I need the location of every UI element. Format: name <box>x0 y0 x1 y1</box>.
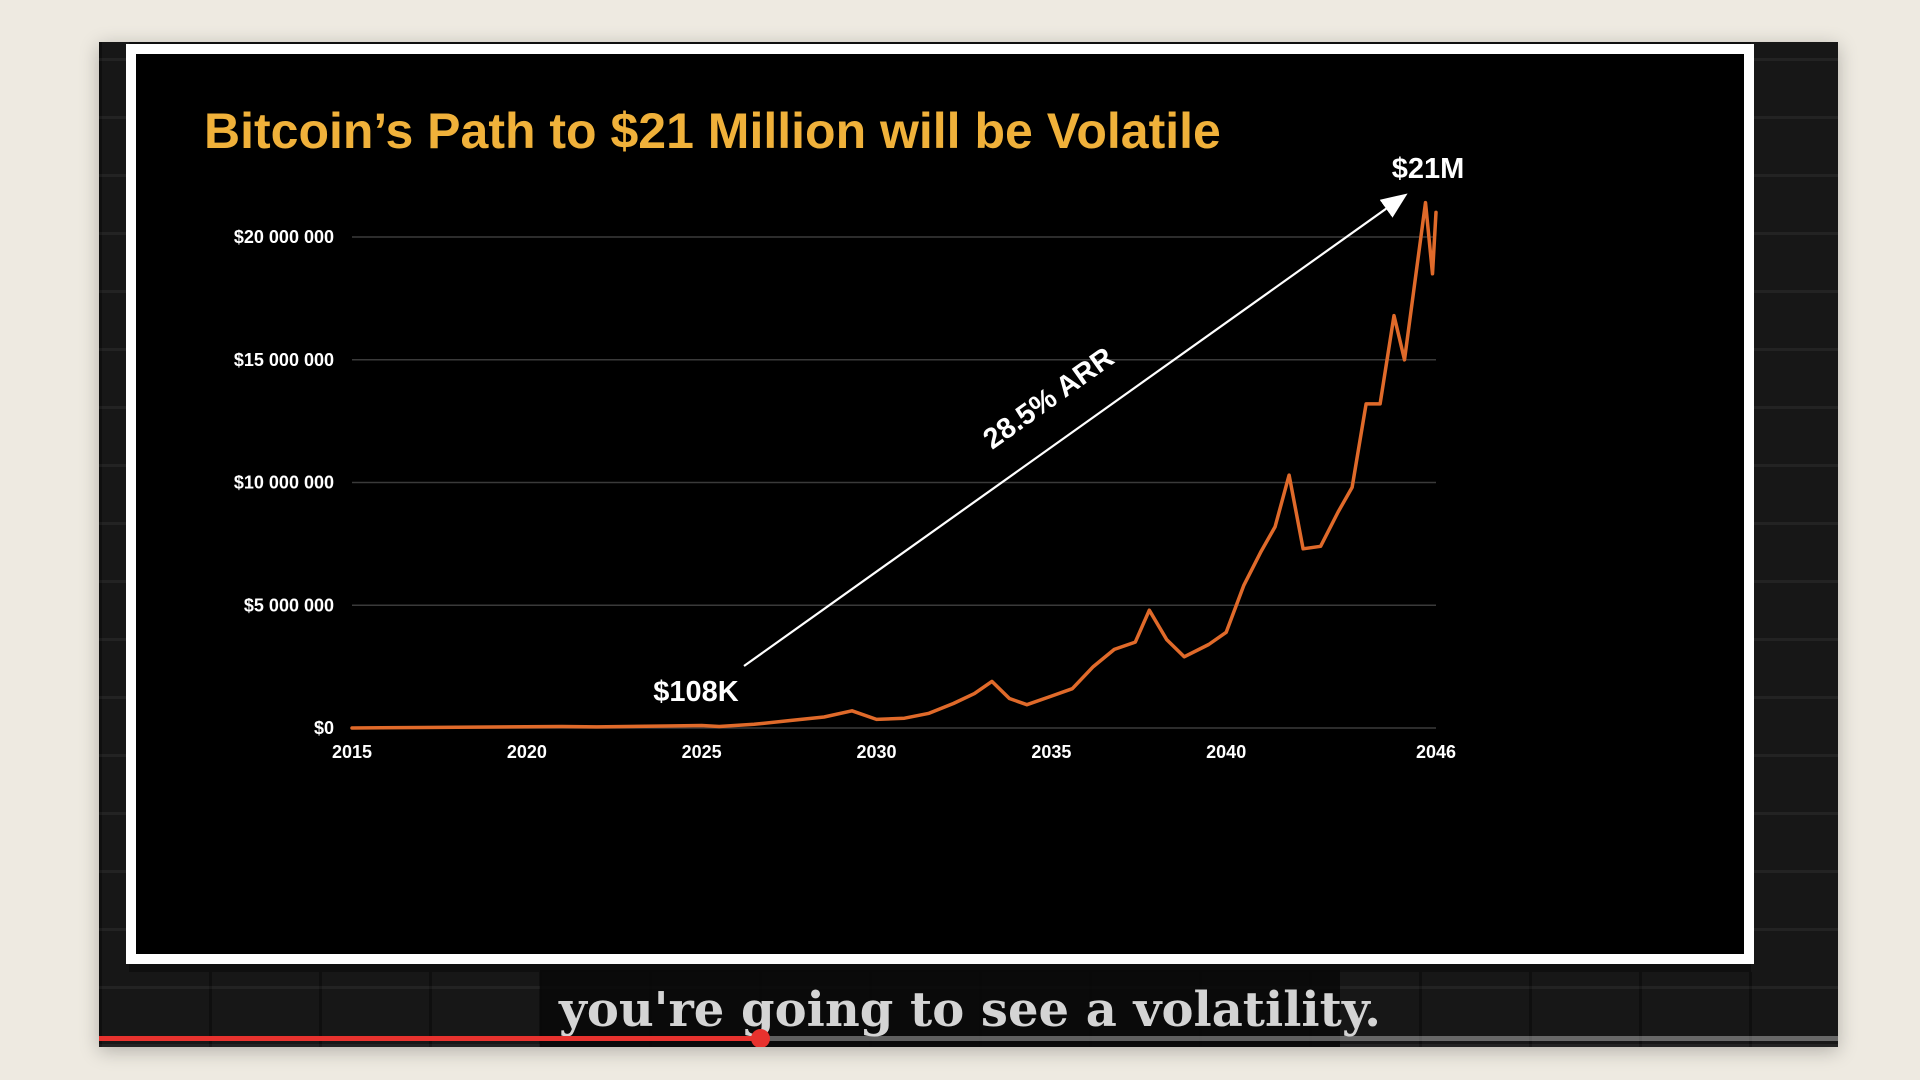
y-tick-label: $10 000 000 <box>234 473 334 493</box>
y-tick-label: $5 000 000 <box>244 595 334 615</box>
growth-rate-label: 28.5% ARR <box>978 342 1120 456</box>
x-tick-label: 2035 <box>1031 742 1071 762</box>
x-tick-label: 2025 <box>682 742 722 762</box>
progress-fill <box>99 1036 760 1041</box>
x-tick-label: 2015 <box>332 742 372 762</box>
caption-background <box>540 970 1340 1047</box>
chart-panel: Bitcoin’s Path to $21 Million will be Vo… <box>136 54 1744 954</box>
trend-arrow <box>743 193 1408 667</box>
start-price-label: $108K <box>653 676 739 708</box>
brick-wall-left <box>99 42 129 1047</box>
price-chart: $0 $5 000 000 $10 000 000 $15 000 000 $20 00… <box>234 153 1465 762</box>
end-price-label: $21M <box>1392 153 1465 185</box>
price-series-line <box>350 200 1438 730</box>
y-tick-label: $15 000 000 <box>234 350 334 370</box>
video-player[interactable]: Bitcoin’s Path to $21 Million will be Vo… <box>99 42 1838 1047</box>
y-tick-label: $0 <box>314 718 334 738</box>
y-tick-label: $20 000 000 <box>234 227 334 247</box>
presentation-slide: Bitcoin’s Path to $21 Million will be Vo… <box>126 44 1754 964</box>
video-caption: you're going to see a volatility. <box>559 982 1381 1038</box>
progress-scrubber-handle[interactable] <box>750 1029 770 1047</box>
chart-title: Bitcoin’s Path to $21 Million will be Vo… <box>204 103 1221 159</box>
x-tick-label: 2030 <box>856 742 896 762</box>
x-tick-label: 2040 <box>1206 742 1246 762</box>
video-progress-bar[interactable] <box>99 1029 1838 1047</box>
x-tick-label: 2046 <box>1416 742 1456 762</box>
brick-wall-right <box>1748 42 1838 1047</box>
x-tick-label: 2020 <box>507 742 547 762</box>
